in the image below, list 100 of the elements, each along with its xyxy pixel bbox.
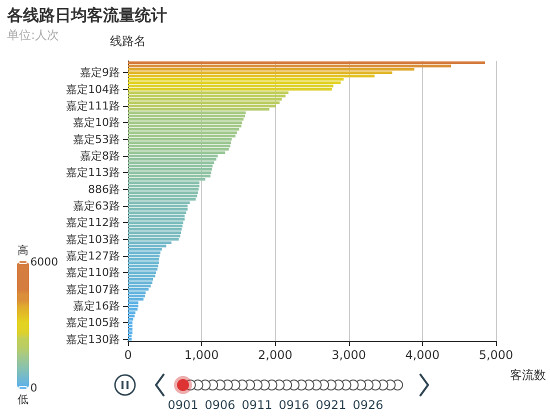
bar (128, 188, 199, 191)
bar (128, 304, 138, 308)
bar (128, 81, 341, 84)
bar (128, 61, 485, 64)
bar (128, 158, 216, 161)
y-tick-label: 嘉定10路 (73, 116, 120, 130)
text: 0906 (204, 398, 236, 412)
bar (128, 321, 132, 324)
bar (128, 338, 132, 341)
bar (128, 131, 237, 134)
text: 0916 (278, 398, 310, 412)
bar (128, 114, 246, 118)
bar (128, 328, 132, 331)
y-tick-label: 嘉定53路 (73, 132, 120, 146)
bar (128, 294, 145, 298)
bar (128, 191, 198, 194)
x-tick-label: 2,000 (258, 348, 292, 362)
bar (128, 308, 138, 311)
bar (128, 268, 158, 271)
bar (128, 64, 452, 68)
bar (128, 204, 188, 208)
bar (128, 101, 280, 104)
bar (128, 211, 186, 214)
bar (128, 258, 159, 261)
text: 0911 (242, 398, 272, 412)
x-tick-label: 1,000 (184, 348, 219, 362)
bar (128, 141, 232, 144)
y-tick-label: 嘉定63路 (73, 200, 120, 212)
bar (128, 331, 132, 334)
bar (128, 281, 152, 284)
x-tick-label: 3,000 (332, 348, 366, 362)
bar (128, 208, 188, 211)
bar (128, 118, 244, 121)
x-tick-label: 0 (124, 348, 132, 362)
y-tick-label: 嘉定107路 (66, 282, 120, 296)
bar (128, 218, 185, 221)
y-tick-label: 嘉定130路 (66, 332, 120, 346)
bar (128, 94, 286, 98)
bar (128, 138, 232, 141)
bar (128, 71, 392, 74)
y-tick-label: 嘉定104路 (66, 82, 120, 96)
bar (128, 234, 180, 238)
bar (128, 278, 154, 281)
bar (128, 121, 242, 124)
bar (128, 314, 135, 318)
bar (128, 311, 136, 314)
text: 0921 (316, 398, 346, 412)
bar (128, 128, 240, 131)
text: 高 (18, 244, 28, 257)
bar (128, 98, 282, 101)
y-tick-label: 嘉定127路 (66, 250, 120, 262)
y-tick-label: 嘉定113路 (66, 166, 120, 180)
color-bar-label: 6000 (30, 256, 58, 268)
bar (128, 134, 236, 138)
bar (128, 238, 179, 241)
bar (128, 228, 182, 231)
bar (128, 318, 134, 321)
bar (128, 288, 149, 291)
bar (128, 68, 414, 71)
bar (128, 298, 144, 301)
bar (128, 254, 160, 258)
y-tick-label: 嘉定110路 (66, 266, 120, 280)
bar (128, 214, 185, 218)
y-axis-title: 线路名 (110, 34, 146, 48)
y-tick-label: 嘉定16路 (73, 300, 120, 312)
text: 0901 (168, 398, 198, 412)
bar (128, 124, 242, 128)
bar (128, 264, 158, 268)
bar (128, 221, 184, 224)
y-tick-label: 嘉定9路 (80, 66, 120, 80)
bar (128, 78, 344, 81)
y-tick-label: 嘉定105路 (66, 316, 120, 330)
bar (128, 194, 198, 198)
bar (128, 284, 151, 288)
x-tick-label: 5,000 (478, 348, 514, 362)
bar (128, 164, 213, 168)
bar (128, 274, 156, 278)
bar (128, 231, 181, 234)
y-tick-label: 嘉定8路 (80, 150, 120, 162)
x-tick-label: 4,000 (405, 348, 440, 362)
bar (128, 261, 159, 264)
bar (128, 148, 229, 151)
bar (128, 334, 132, 338)
bar (128, 88, 332, 91)
y-tick-label: 嘉定112路 (66, 216, 120, 230)
bar (128, 151, 226, 154)
chart-title: 各线路日均客流量统计 (6, 6, 167, 24)
x-axis-title: 客流数 (510, 368, 546, 382)
bar (128, 104, 276, 108)
bar (128, 184, 200, 188)
bar (128, 144, 230, 148)
bar (128, 324, 132, 328)
bar (128, 161, 214, 164)
bar (128, 224, 182, 228)
bar (128, 271, 156, 274)
bar (128, 171, 212, 174)
y-tick-label: 嘉定103路 (66, 232, 120, 246)
bar (128, 251, 160, 254)
bar (128, 198, 196, 201)
chart-subtitle: 单位:人次 (7, 28, 60, 42)
